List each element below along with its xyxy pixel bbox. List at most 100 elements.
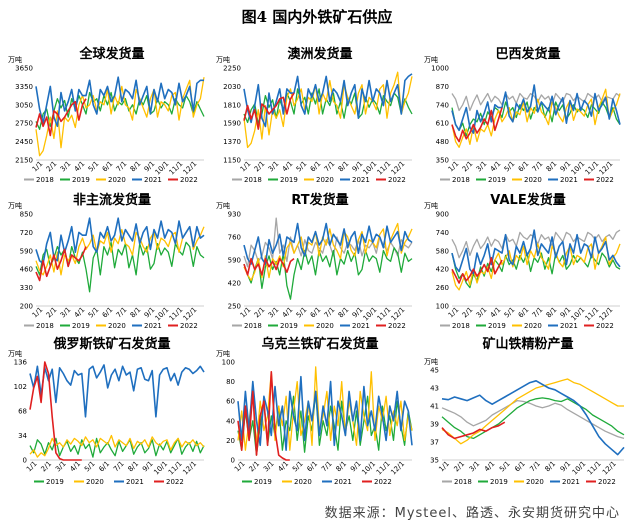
x-tick-label: 1/1 bbox=[233, 460, 247, 474]
legend-label-2019: 2019 bbox=[490, 478, 508, 486]
x-tick-label: 3/1 bbox=[262, 460, 276, 474]
series-line-2021 bbox=[451, 229, 621, 275]
x-tick-label: 8/1 bbox=[335, 460, 349, 474]
legend-label-2019: 2019 bbox=[280, 322, 298, 330]
y-tick-label: 590 bbox=[20, 247, 33, 255]
panel-title: 澳洲发货量 bbox=[287, 46, 352, 62]
legend-label-2019: 2019 bbox=[488, 176, 506, 184]
series-line-2018 bbox=[441, 399, 625, 440]
x-tick-label: 5/1 bbox=[295, 160, 309, 174]
y-tick-label: 2250 bbox=[223, 65, 241, 73]
legend-label-2021: 2021 bbox=[144, 322, 162, 330]
y-tick-label: 37 bbox=[430, 439, 439, 447]
x-tick-label: 6/1 bbox=[309, 160, 323, 174]
y-tick-label: 580 bbox=[436, 247, 449, 255]
unit-label: 万吨 bbox=[424, 201, 438, 210]
x-tick-label: 5/1 bbox=[503, 306, 517, 320]
x-tick-label: 5/1 bbox=[498, 460, 512, 474]
legend-label-2021: 2021 bbox=[560, 176, 578, 184]
y-tick-label: 102 bbox=[14, 383, 27, 391]
legend-label-2020: 2020 bbox=[86, 478, 104, 486]
unit-label: 万吨 bbox=[216, 55, 230, 64]
legend-label-2020: 2020 bbox=[294, 478, 312, 486]
legend-label-2020: 2020 bbox=[316, 176, 334, 184]
x-tick-label: 10/1 bbox=[152, 460, 169, 477]
y-tick-label: 40 bbox=[226, 417, 235, 425]
x-tick-label: 2/1 bbox=[45, 306, 59, 320]
legend-label-2018: 2018 bbox=[36, 176, 54, 184]
series-line-2021 bbox=[35, 76, 204, 128]
y-tick-label: 740 bbox=[436, 229, 449, 237]
x-tick-label: 11/1 bbox=[375, 460, 392, 477]
series-line-2019 bbox=[29, 437, 205, 458]
legend-label-2018: 2018 bbox=[244, 322, 262, 330]
series-line-2020 bbox=[29, 434, 205, 458]
x-tick-label: 4/1 bbox=[69, 460, 83, 474]
unit-label: 万吨 bbox=[8, 201, 22, 210]
y-tick-label: 1150 bbox=[223, 157, 241, 165]
y-tick-label: 2750 bbox=[15, 120, 33, 128]
series-line-2022 bbox=[29, 361, 82, 461]
x-tick-label: 11/1 bbox=[376, 306, 393, 323]
x-tick-label: 5/1 bbox=[503, 160, 517, 174]
x-tick-label: 3/1 bbox=[59, 306, 73, 320]
x-tick-label: 3/1 bbox=[475, 160, 489, 174]
y-tick-label: 3050 bbox=[15, 101, 33, 109]
x-tick-label: 10/1 bbox=[154, 306, 171, 323]
legend-label-2022: 2022 bbox=[180, 176, 198, 184]
x-tick-label: 8/1 bbox=[545, 306, 559, 320]
series-line-2022 bbox=[237, 370, 290, 461]
x-tick-label: 3/1 bbox=[475, 306, 489, 320]
x-tick-label: 8/1 bbox=[129, 306, 143, 320]
x-tick-label: 10/1 bbox=[360, 460, 377, 477]
unit-label: 万吨 bbox=[216, 349, 230, 358]
unit-label: 万吨 bbox=[216, 201, 230, 210]
y-tick-label: 41 bbox=[430, 403, 439, 411]
legend-label-2022: 2022 bbox=[388, 176, 406, 184]
series-line-2022 bbox=[243, 92, 295, 130]
y-tick-label: 330 bbox=[20, 284, 33, 292]
y-tick-label: 39 bbox=[430, 421, 439, 429]
x-tick-label: 6/1 bbox=[513, 460, 527, 474]
y-tick-label: 420 bbox=[436, 266, 449, 274]
legend-label-2020: 2020 bbox=[108, 322, 126, 330]
series-line-2021 bbox=[29, 364, 205, 418]
legend-label-2019: 2019 bbox=[46, 478, 64, 486]
x-tick-label: 5/1 bbox=[291, 460, 305, 474]
y-tick-label: 1370 bbox=[223, 138, 241, 146]
legend-label-2020: 2020 bbox=[316, 322, 334, 330]
unit-label: 万吨 bbox=[8, 55, 22, 64]
y-tick-label: 460 bbox=[20, 266, 33, 274]
x-tick-label: 11/1 bbox=[167, 460, 184, 477]
x-tick-label: 4/1 bbox=[73, 306, 87, 320]
x-tick-label: 12/1 bbox=[601, 460, 618, 477]
panel-title: VALE发货量 bbox=[490, 192, 565, 208]
y-tick-label: 20 bbox=[226, 437, 235, 445]
x-tick-label: 2/1 bbox=[253, 306, 267, 320]
y-tick-label: 480 bbox=[436, 138, 449, 146]
x-tick-label: 10/1 bbox=[362, 306, 379, 323]
y-tick-label: 2450 bbox=[15, 138, 33, 146]
series-line-2019 bbox=[243, 247, 413, 300]
x-tick-label: 6/1 bbox=[517, 160, 531, 174]
y-tick-label: 1000 bbox=[431, 65, 449, 73]
legend-label-2019: 2019 bbox=[72, 176, 90, 184]
x-tick-label: 5/1 bbox=[83, 460, 97, 474]
x-tick-label: 7/1 bbox=[531, 306, 545, 320]
y-tick-label: 3350 bbox=[15, 83, 33, 91]
x-tick-label: 10/1 bbox=[362, 160, 379, 177]
x-tick-label: 5/1 bbox=[87, 160, 101, 174]
legend-label-2021: 2021 bbox=[334, 478, 352, 486]
panel-title: RT发货量 bbox=[291, 192, 348, 208]
series-line-2021 bbox=[441, 379, 625, 456]
x-tick-label: 12/1 bbox=[390, 306, 407, 323]
y-tick-label: 900 bbox=[436, 211, 449, 219]
legend-label-2021: 2021 bbox=[352, 176, 370, 184]
y-tick-label: 100 bbox=[222, 359, 235, 367]
panel-title: 矿山铁精粉产量 bbox=[482, 336, 573, 352]
unit-label: 万吨 bbox=[8, 349, 22, 358]
